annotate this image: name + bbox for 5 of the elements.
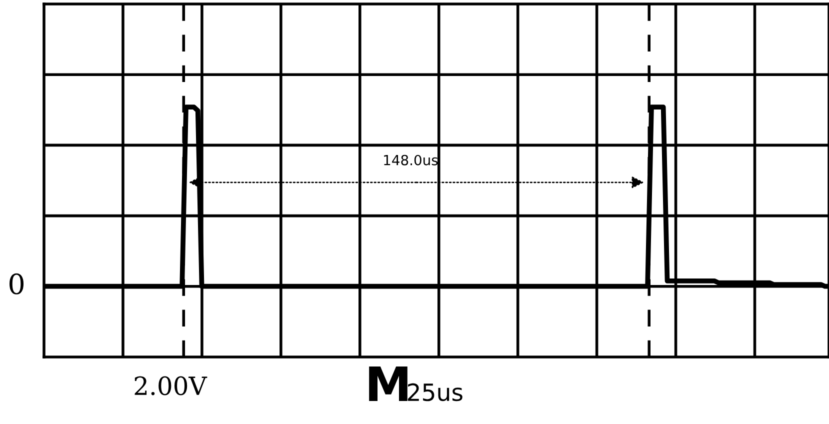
text: 0 (10, 273, 24, 294)
text: 25us (408, 383, 462, 402)
text: M (369, 366, 408, 401)
text: 2.00V (134, 376, 208, 396)
annotation: 148.0us (384, 154, 438, 166)
